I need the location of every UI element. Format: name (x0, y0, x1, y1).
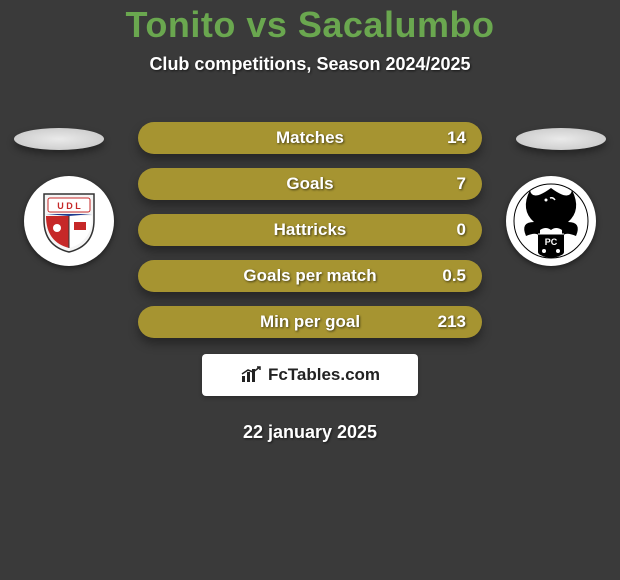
stat-value: 0 (457, 220, 466, 240)
stat-value: 0.5 (442, 266, 466, 286)
stat-bar: Matches 14 (138, 122, 482, 154)
stat-value: 14 (447, 128, 466, 148)
udl-text: U D L (57, 201, 81, 211)
udl-crest-icon: U D L (34, 186, 104, 256)
club-badge-right: PC (506, 176, 596, 266)
stat-bars: Matches 14 Goals 7 Hattricks 0 Goals per… (138, 122, 482, 352)
stat-value: 213 (438, 312, 466, 332)
chart-icon (240, 366, 262, 384)
comparison-card: Tonito vs Sacalumbo Club competitions, S… (0, 0, 620, 580)
stat-label: Matches (276, 128, 344, 148)
pc-text: PC (545, 237, 558, 247)
page-title: Tonito vs Sacalumbo (0, 4, 620, 46)
stat-label: Goals (286, 174, 333, 194)
watermark-text: FcTables.com (268, 365, 380, 385)
stat-label: Goals per match (243, 266, 376, 286)
player-left-shadow (14, 128, 104, 150)
stat-bar: Goals 7 (138, 168, 482, 200)
date-text: 22 january 2025 (0, 422, 620, 443)
stat-bar: Goals per match 0.5 (138, 260, 482, 292)
stat-label: Min per goal (260, 312, 360, 332)
club-badge-left: U D L (24, 176, 114, 266)
stat-value: 7 (457, 174, 466, 194)
stat-bar: Hattricks 0 (138, 214, 482, 246)
player-right-shadow (516, 128, 606, 150)
watermark-box: FcTables.com (202, 354, 418, 396)
subtitle: Club competitions, Season 2024/2025 (0, 54, 620, 75)
stat-bar: Min per goal 213 (138, 306, 482, 338)
stat-label: Hattricks (274, 220, 347, 240)
portimonense-crest-icon: PC (512, 182, 590, 260)
